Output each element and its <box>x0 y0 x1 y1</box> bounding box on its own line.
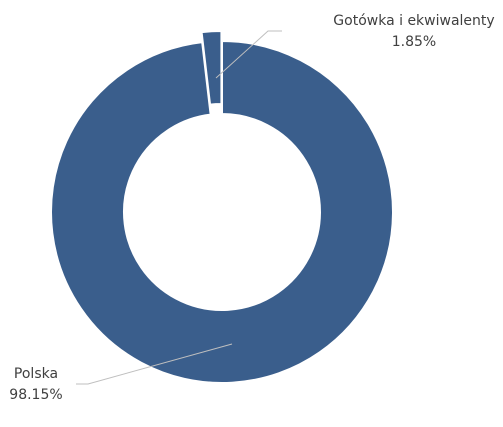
leader-line-polska <box>76 343 233 385</box>
label-gotowka-name: Gotówka i ekwiwalenty <box>333 13 494 29</box>
label-polska-name: Polska <box>14 366 58 382</box>
slice-gotowka <box>200 30 223 106</box>
slices-group <box>50 30 394 384</box>
label-gotowka-value: 1.85% <box>392 34 436 50</box>
slice-polska <box>50 39 394 384</box>
leader-line-gotowka <box>215 30 282 79</box>
label-polska-value: 98.15% <box>9 387 62 403</box>
